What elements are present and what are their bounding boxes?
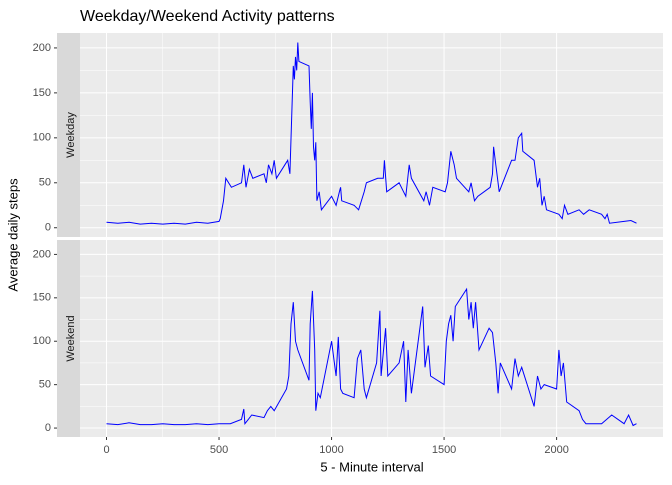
chart-title: Weekday/Weekend Activity patterns <box>80 8 335 25</box>
panel <box>80 33 663 237</box>
y-axis-label: Average daily steps <box>5 178 20 292</box>
y-tick-label: 0 <box>45 422 51 434</box>
x-tick-label: 1000 <box>319 444 343 456</box>
strip-label: Weekend <box>65 315 77 361</box>
x-axis-label: 5 - Minute interval <box>320 459 423 474</box>
y-tick-label: 100 <box>33 132 51 144</box>
strip <box>57 240 80 437</box>
y-tick-label: 100 <box>33 335 51 347</box>
y-tick-label: 200 <box>33 248 51 260</box>
x-tick-label: 2000 <box>544 444 568 456</box>
y-tick-label: 150 <box>33 292 51 304</box>
y-tick-label: 50 <box>39 177 51 189</box>
panel <box>80 240 663 437</box>
x-tick-label: 0 <box>103 444 109 456</box>
x-tick-label: 1500 <box>432 444 456 456</box>
y-tick-label: 50 <box>39 379 51 391</box>
data-line <box>106 42 637 225</box>
strip <box>57 33 80 237</box>
data-line <box>106 287 637 427</box>
strip-label: Weekday <box>65 112 77 158</box>
y-tick-label: 0 <box>45 222 51 234</box>
y-tick-label: 200 <box>33 42 51 54</box>
x-tick-label: 500 <box>210 444 228 456</box>
y-tick-label: 150 <box>33 87 51 99</box>
